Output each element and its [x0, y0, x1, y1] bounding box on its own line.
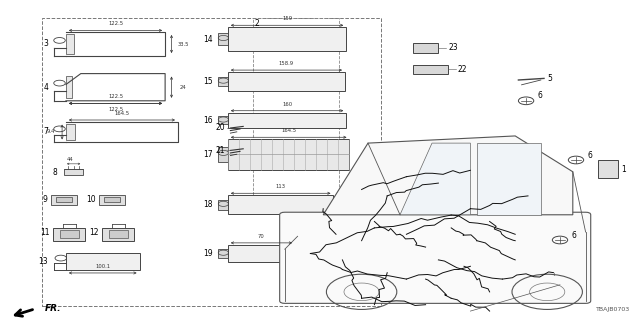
- Text: 11: 11: [40, 228, 49, 237]
- Bar: [413, 43, 438, 53]
- Text: 10: 10: [86, 195, 95, 204]
- Bar: [102, 228, 134, 241]
- Text: TBAJB0703: TBAJB0703: [596, 307, 630, 312]
- Bar: [228, 27, 346, 51]
- Text: 21: 21: [216, 146, 225, 155]
- Text: 159: 159: [282, 16, 292, 21]
- Bar: [598, 160, 618, 178]
- Text: 12: 12: [89, 228, 99, 237]
- Text: 70: 70: [258, 234, 265, 239]
- Text: 6: 6: [572, 231, 577, 240]
- Text: 100.1: 100.1: [95, 264, 110, 269]
- Text: 6: 6: [538, 92, 543, 100]
- Bar: [66, 76, 72, 98]
- Text: 19: 19: [203, 249, 212, 258]
- Bar: [228, 245, 295, 262]
- Text: 44: 44: [67, 157, 74, 162]
- Text: 33.5: 33.5: [177, 42, 189, 46]
- Bar: [66, 35, 74, 53]
- Bar: [413, 65, 448, 74]
- Text: 24: 24: [180, 85, 186, 90]
- FancyBboxPatch shape: [280, 212, 591, 303]
- Text: 113: 113: [276, 184, 285, 189]
- Text: 8: 8: [53, 168, 58, 177]
- Text: 13: 13: [38, 257, 48, 266]
- Text: 4: 4: [43, 83, 48, 92]
- Bar: [56, 197, 72, 202]
- Bar: [477, 143, 541, 215]
- Bar: [228, 113, 346, 128]
- Text: 9.4: 9.4: [46, 130, 55, 134]
- Text: 16: 16: [203, 116, 212, 125]
- Text: 22: 22: [458, 65, 467, 74]
- Text: 164.5: 164.5: [115, 111, 129, 116]
- Bar: [104, 197, 120, 202]
- Text: 122.5: 122.5: [108, 107, 123, 112]
- Text: 160: 160: [282, 101, 292, 107]
- Text: 1: 1: [621, 165, 625, 174]
- Bar: [218, 147, 228, 162]
- Text: FR.: FR.: [45, 304, 61, 313]
- Bar: [66, 253, 140, 270]
- Bar: [228, 72, 345, 91]
- Bar: [64, 169, 83, 175]
- Polygon shape: [400, 143, 470, 215]
- Bar: [218, 249, 228, 258]
- Text: 122.5: 122.5: [108, 94, 123, 99]
- Text: 15: 15: [203, 77, 212, 86]
- Text: 158.9: 158.9: [279, 61, 294, 66]
- Text: 20: 20: [216, 124, 225, 132]
- Text: 18: 18: [203, 200, 212, 209]
- Bar: [218, 33, 228, 45]
- Bar: [218, 200, 228, 210]
- Text: 6: 6: [588, 151, 593, 160]
- Bar: [218, 116, 228, 124]
- Bar: [99, 195, 125, 205]
- Text: 9: 9: [42, 195, 47, 204]
- Bar: [109, 230, 128, 238]
- Bar: [228, 195, 333, 214]
- Text: 2: 2: [255, 19, 259, 28]
- Polygon shape: [323, 136, 573, 215]
- Text: 14: 14: [203, 35, 212, 44]
- Bar: [66, 124, 75, 140]
- Text: 3: 3: [43, 39, 48, 49]
- Bar: [228, 139, 349, 170]
- Bar: [218, 77, 228, 86]
- Bar: [253, 18, 339, 198]
- Text: 7: 7: [43, 127, 48, 137]
- Text: 164.5: 164.5: [281, 128, 296, 133]
- Text: 122.5: 122.5: [108, 21, 123, 26]
- Bar: [60, 230, 79, 238]
- Bar: [42, 18, 381, 306]
- Text: 5: 5: [547, 74, 552, 83]
- Bar: [53, 228, 85, 241]
- Text: 17: 17: [203, 150, 212, 159]
- Text: 23: 23: [448, 44, 458, 52]
- Bar: [51, 195, 77, 205]
